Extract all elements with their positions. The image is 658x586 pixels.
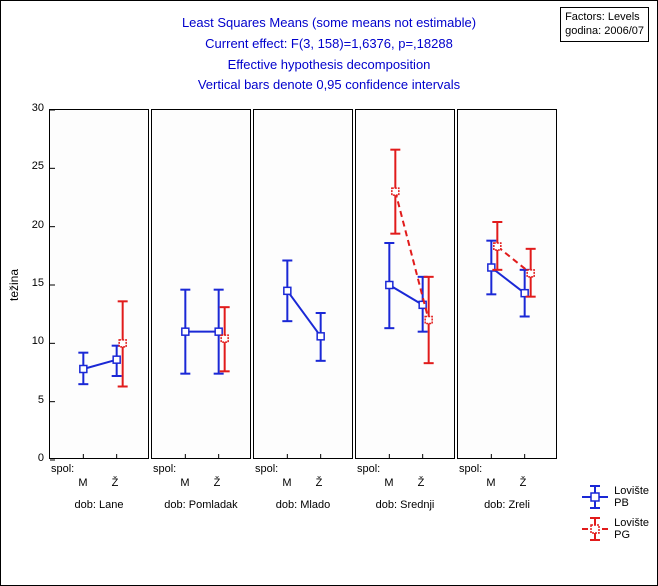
legend: LovištePB LovištePG <box>578 479 651 547</box>
panel <box>253 109 353 459</box>
y-tick-label: 20 <box>24 219 44 231</box>
x-prefix-label: spol: <box>357 463 380 475</box>
panel <box>151 109 251 459</box>
x-cat-label: Ž <box>418 477 425 489</box>
x-cat-label: M <box>486 477 495 489</box>
x-prefix-label: spol: <box>255 463 278 475</box>
x-cat-label: M <box>282 477 291 489</box>
x-cat-label: Ž <box>316 477 323 489</box>
panel-dob-label: dob: Mlado <box>253 499 353 511</box>
x-cat-label: Ž <box>214 477 221 489</box>
panel-dob-label: dob: Lane <box>49 499 149 511</box>
panel <box>457 109 557 459</box>
panel-dob-label: dob: Zreli <box>457 499 557 511</box>
title-line-2: Current effect: F(3, 158)=1,6376, p=,182… <box>1 34 657 55</box>
chart-root: Least Squares Means (some means not esti… <box>0 0 658 586</box>
legend-label: LovištePG <box>614 517 649 541</box>
legend-label: LovištePB <box>614 485 649 509</box>
panel-dob-label: dob: Pomladak <box>151 499 251 511</box>
factors-line-1: Factors: Levels <box>565 10 644 24</box>
x-prefix-label: spol: <box>153 463 176 475</box>
title-line-1: Least Squares Means (some means not esti… <box>1 13 657 34</box>
y-tick-label: 10 <box>24 335 44 347</box>
y-axis-label: težina <box>7 269 21 301</box>
x-cat-label: M <box>384 477 393 489</box>
x-cat-label: M <box>180 477 189 489</box>
x-cat-label: Ž <box>112 477 119 489</box>
panel-dob-label: dob: Srednji <box>355 499 455 511</box>
x-cat-label: Ž <box>520 477 527 489</box>
y-tick-label: 15 <box>24 277 44 289</box>
factors-box: Factors: Levels godina: 2006/07 <box>560 7 649 42</box>
legend-marker <box>580 482 610 512</box>
title-line-4: Vertical bars denote 0,95 confidence int… <box>1 75 657 96</box>
legend-item: LovištePG <box>580 513 649 545</box>
x-cat-label: M <box>78 477 87 489</box>
factors-line-2: godina: 2006/07 <box>565 24 644 38</box>
legend-item: LovištePB <box>580 481 649 513</box>
legend-marker <box>580 514 610 544</box>
y-tick-label: 30 <box>24 102 44 114</box>
y-tick-label: 5 <box>24 394 44 406</box>
x-prefix-label: spol: <box>51 463 74 475</box>
panel <box>49 109 149 459</box>
y-tick-label: 25 <box>24 160 44 172</box>
title-line-3: Effective hypothesis decomposition <box>1 55 657 76</box>
y-tick-label: 0 <box>24 452 44 464</box>
x-prefix-label: spol: <box>459 463 482 475</box>
plot-area: 051015202530spol:MŽdob: Lanespol:MŽdob: … <box>49 109 559 509</box>
title-block: Least Squares Means (some means not esti… <box>1 13 657 96</box>
panel <box>355 109 455 459</box>
